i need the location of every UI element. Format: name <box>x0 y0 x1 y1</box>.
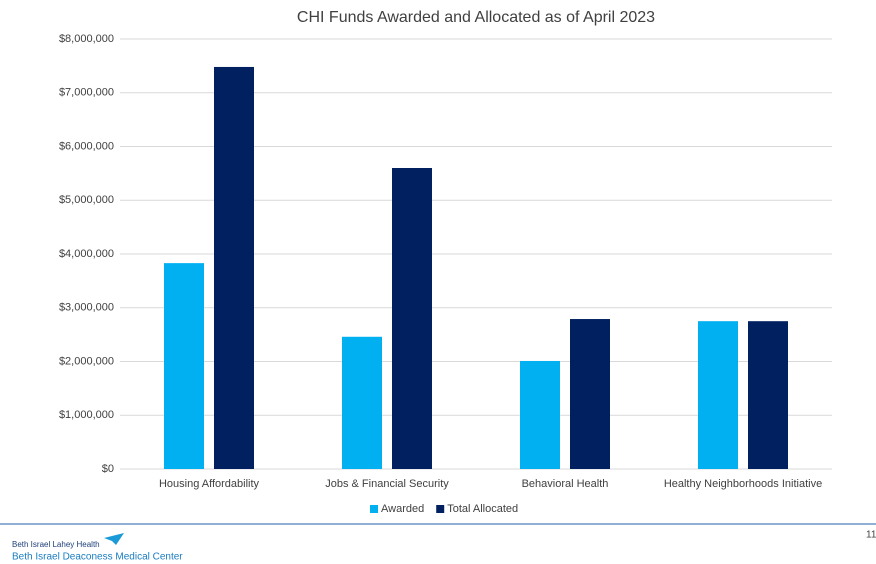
legend-swatch <box>436 505 445 513</box>
bar <box>164 263 204 469</box>
footer-org: Beth Israel Lahey Health <box>12 540 100 549</box>
page-number: 11 <box>866 530 876 541</box>
y-tick-label: $5,000,000 <box>59 194 114 206</box>
y-tick-label: $4,000,000 <box>59 248 114 260</box>
y-tick-label: $6,000,000 <box>59 140 114 152</box>
x-tick-label: Healthy Neighborhoods Initiative <box>664 478 822 490</box>
y-tick-label: $2,000,000 <box>59 355 114 367</box>
y-tick-label: $8,000,000 <box>59 33 114 45</box>
y-tick-label: $0 <box>102 463 114 475</box>
bar <box>748 321 788 469</box>
bar <box>342 336 382 469</box>
bar <box>520 360 560 469</box>
x-tick-label: Jobs & Financial Security <box>325 478 449 490</box>
legend-swatch <box>370 505 378 513</box>
legend-label: Total Allocated <box>447 503 518 515</box>
y-tick-label: $7,000,000 <box>59 87 114 99</box>
bar <box>570 319 610 469</box>
bar <box>698 321 738 469</box>
legend-label: Awarded <box>381 503 424 515</box>
bar <box>392 168 432 469</box>
chart-title: CHI Funds Awarded and Allocated as of Ap… <box>297 9 655 26</box>
x-tick-label: Behavioral Health <box>522 478 609 490</box>
y-tick-label: $1,000,000 <box>59 409 114 421</box>
bar <box>214 66 254 469</box>
y-tick-label: $3,000,000 <box>59 302 114 314</box>
x-tick-label: Housing Affordability <box>159 478 260 490</box>
footer-hospital: Beth Israel Deaconess Medical Center <box>12 552 183 563</box>
logo-bird <box>104 533 124 545</box>
